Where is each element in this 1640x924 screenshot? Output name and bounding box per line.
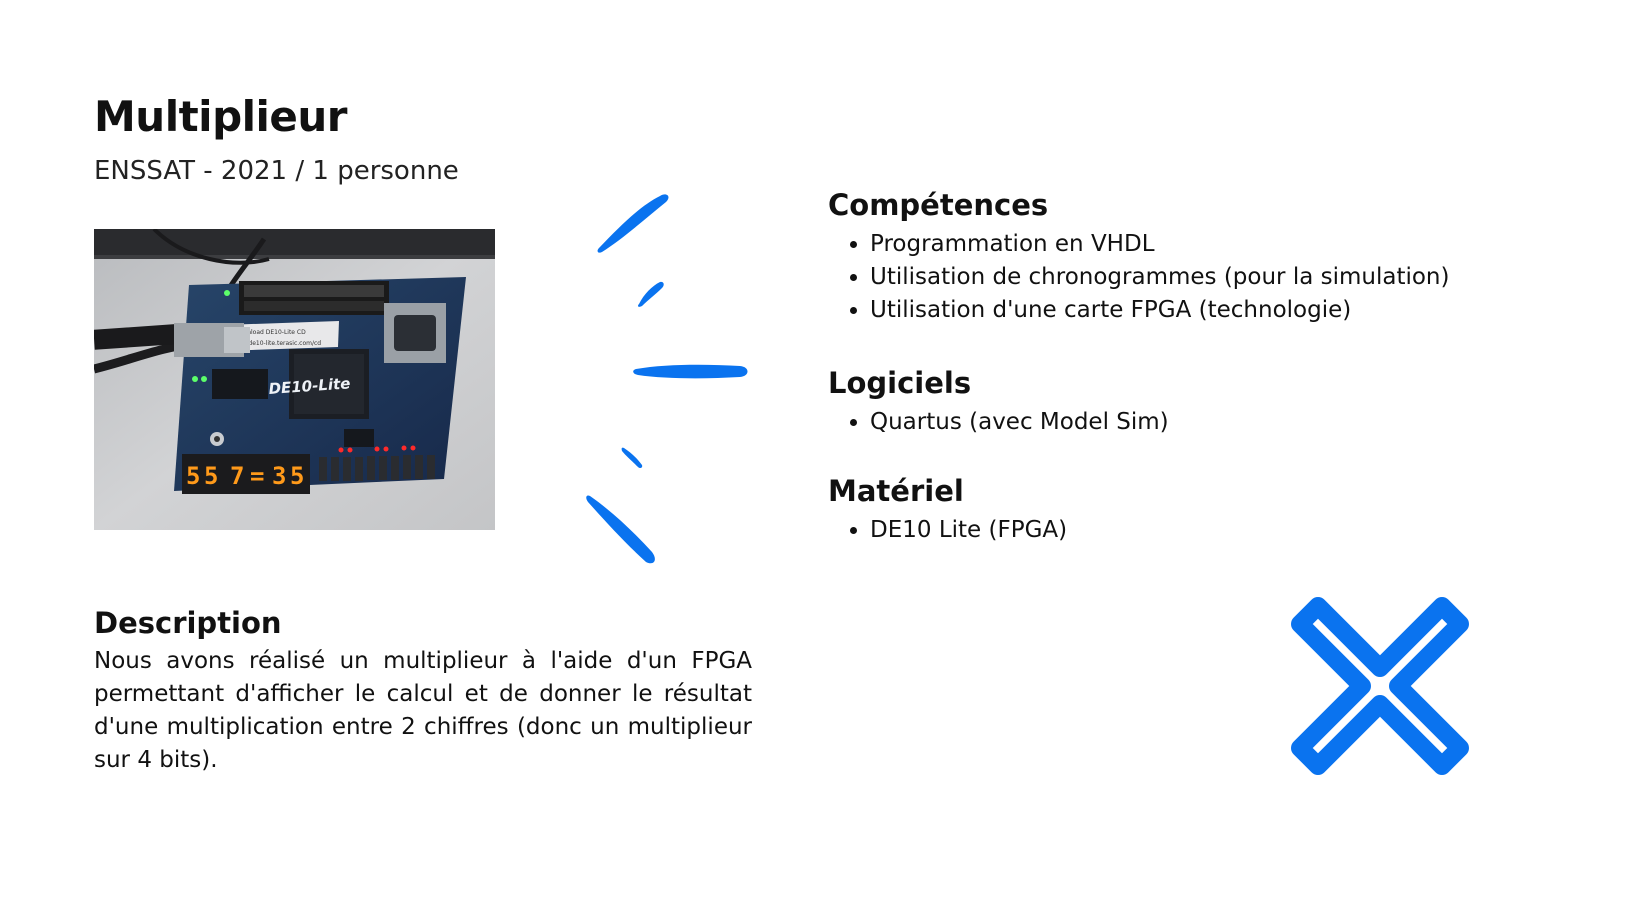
materiel-list: DE10 Lite (FPGA) <box>828 514 1067 547</box>
display-digit-4: = <box>250 462 264 490</box>
list-item: Utilisation d'une carte FPGA (technologi… <box>870 294 1449 327</box>
board-sticker-line1: Download DE10-Lite CD <box>234 329 306 336</box>
page-title: Multiplieur <box>94 92 348 141</box>
display-digit-6: 5 <box>290 462 304 490</box>
display-digit-3: 7 <box>230 462 244 490</box>
list-item: DE10 Lite (FPGA) <box>870 514 1067 547</box>
multiply-cross-icon <box>1280 586 1480 790</box>
sunburst-strokes-icon <box>580 186 760 580</box>
description-heading: Description <box>94 606 282 640</box>
materiel-heading: Matériel <box>828 474 964 508</box>
competences-list: Programmation en VHDL Utilisation de chr… <box>828 228 1449 327</box>
logiciels-heading: Logiciels <box>828 366 972 400</box>
logiciels-list: Quartus (avec Model Sim) <box>828 406 1169 439</box>
list-item: Programmation en VHDL <box>870 228 1449 261</box>
display-digit-1: 5 <box>186 462 200 490</box>
board-sticker-line2: http://de10-lite.terasic.com/cd <box>230 340 321 347</box>
list-item: Quartus (avec Model Sim) <box>870 406 1169 439</box>
page-subtitle: ENSSAT - 2021 / 1 personne <box>94 156 459 186</box>
logiciels-section: Logiciels Quartus (avec Model Sim) <box>828 366 1169 439</box>
board-label: DE10-Lite <box>268 374 351 398</box>
competences-heading: Compétences <box>828 188 1049 222</box>
list-item: Utilisation de chronogrammes (pour la si… <box>870 261 1449 294</box>
materiel-section: Matériel DE10 Lite (FPGA) <box>828 474 1067 547</box>
project-photo: Download DE10-Lite CD http://de10-lite.t… <box>94 229 495 530</box>
description-text: Nous avons réalisé un multiplieur à l'ai… <box>94 648 752 773</box>
fpga-board-image: Download DE10-Lite CD http://de10-lite.t… <box>94 229 495 530</box>
display-digit-5: 3 <box>272 462 286 490</box>
competences-section: Compétences Programmation en VHDL Utilis… <box>828 188 1449 327</box>
display-digit-2: 5 <box>204 462 218 490</box>
